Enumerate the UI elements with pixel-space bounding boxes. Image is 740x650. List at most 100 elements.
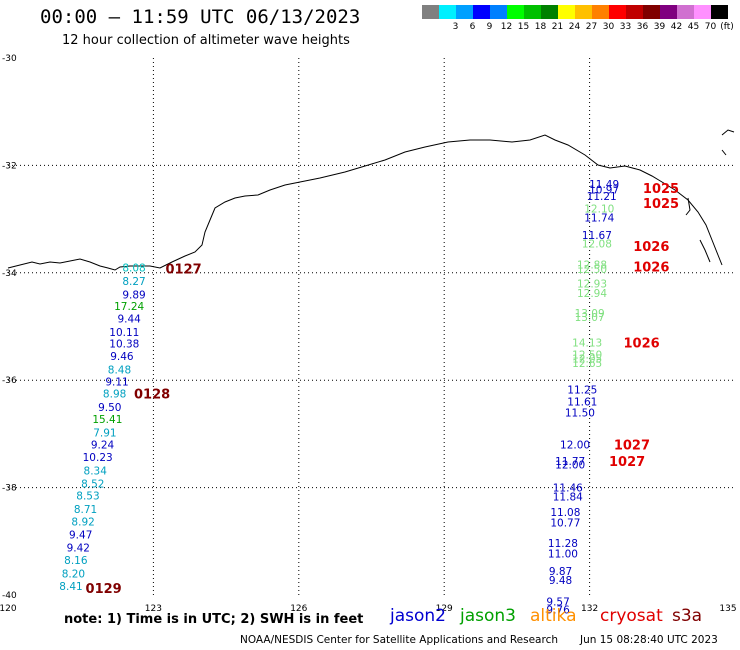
wave-height-value: 11.28 [548, 538, 578, 550]
pass-time-label: 0127 [166, 263, 202, 278]
footer-credit: NOAA/NESDIS Center for Satellite Applica… [240, 634, 558, 646]
wave-height-value: 11.77 [555, 456, 585, 468]
coastline [7, 134, 723, 271]
pass-time-label: 1025 [643, 197, 679, 212]
wave-height-value: 11.49 [589, 179, 619, 191]
legend-swatch [575, 5, 592, 19]
satellite-name: jason2 [390, 606, 446, 626]
pass-time-label: 0128 [134, 388, 170, 403]
wave-height-value: 11.61 [567, 397, 597, 409]
legend-swatch [609, 5, 626, 19]
wave-height-value: 13.07 [575, 312, 605, 324]
wave-height-value: 9.76 [546, 604, 570, 616]
wave-height-value: 12.10 [584, 203, 614, 215]
wave-height-value: 13.09 [575, 308, 605, 320]
wave-height-value: 12.88 [577, 260, 607, 272]
legend-swatch [507, 5, 524, 19]
wave-height-value: 12.00 [560, 440, 590, 452]
lon-tick-label: 123 [145, 604, 162, 614]
graticule [8, 58, 735, 595]
wave-height-value: 11.67 [582, 230, 612, 242]
wave-height-value: 8.20 [62, 569, 85, 581]
wave-height-value: 10.38 [109, 339, 139, 351]
wave-height-value: 12.94 [577, 288, 607, 300]
lon-tick-label: 129 [436, 604, 453, 614]
legend-swatch [456, 5, 473, 19]
legend-swatch [439, 5, 456, 19]
wave-height-value: 11.00 [548, 549, 578, 561]
legend-swatch [677, 5, 694, 19]
wave-height-value: 15.41 [92, 414, 122, 426]
wave-height-value: 8.52 [81, 478, 104, 490]
wave-height-value: 11.25 [567, 384, 597, 396]
satellite-name: s3a [672, 606, 703, 626]
wave-height-value: 8.53 [76, 491, 99, 503]
legend-swatch [643, 5, 660, 19]
legend-swatch [541, 5, 558, 19]
legend-swatch [660, 5, 677, 19]
island-coast [685, 129, 735, 263]
lat-tick-label: -34 [2, 269, 17, 279]
legend-swatch [473, 5, 490, 19]
wave-height-value: 12.00 [555, 460, 585, 472]
satellite-name: altika [530, 606, 577, 626]
wave-height-value: 9.44 [117, 313, 141, 325]
lon-tick-label: 135 [719, 604, 736, 614]
wave-height-value: 9.48 [549, 575, 572, 587]
legend-label: 6 [469, 22, 476, 32]
lat-tick-label: -30 [2, 54, 17, 64]
wave-height-value: 12.65 [572, 358, 602, 370]
pass-time-label: 1025 [643, 182, 679, 197]
track-labels: 8.088.279.8917.249.4410.1110.389.468.489… [59, 179, 619, 616]
legend-label: 27 [585, 22, 598, 32]
legend-label: 21 [551, 22, 564, 32]
wave-height-value: 9.46 [110, 351, 134, 363]
wave-height-value: 9.11 [105, 376, 128, 388]
legend-swatch [626, 5, 643, 19]
legend-label: 36 [636, 22, 649, 32]
lon-tick-label: 120 [0, 604, 17, 614]
axis-ticks: -30 -32 -34 -36 -38 -40 120 123 126 129 132 135 [0, 54, 737, 614]
pass-time-label: 1026 [633, 260, 669, 275]
footer-timestamp: Jun 15 08:28:40 UTC 2023 [580, 634, 718, 646]
wave-height-value: 12.05 [572, 354, 602, 366]
map-subtitle: 12 hour collection of altimeter wave hei… [62, 33, 350, 48]
wave-height-value: 8.98 [103, 389, 126, 401]
pass-time-label: 0129 [86, 582, 122, 597]
legend-label: 30 [602, 22, 615, 32]
wave-height-value: 8.08 [122, 262, 145, 274]
wave-height-value: 11.46 [553, 483, 583, 495]
legend-label: 39 [653, 22, 666, 32]
legend-swatch [711, 5, 728, 19]
legend-label: 33 [619, 22, 632, 32]
wave-height-value: 10.11 [109, 327, 139, 339]
wave-height-value: 8.16 [64, 555, 88, 567]
wave-height-value: 14.13 [572, 338, 602, 350]
legend-swatch [490, 5, 507, 19]
wave-height-value: 8.71 [74, 504, 97, 516]
legend-label: 45 [687, 22, 700, 32]
legend-label: 12 [500, 22, 513, 32]
wave-height-value: 11.74 [584, 212, 614, 224]
wave-height-value: 11.08 [550, 507, 580, 519]
wave-height-value: 8.48 [108, 364, 131, 376]
wave-height-value: 12.50 [572, 349, 602, 361]
lon-tick-label: 126 [290, 604, 307, 614]
legend-unit: (ft) [720, 22, 734, 32]
wave-height-value: 9.57 [546, 596, 569, 608]
legend-label: 70 [704, 22, 717, 32]
lat-tick-label: -38 [2, 484, 17, 494]
legend-swatch [558, 5, 575, 19]
legend-swatch [592, 5, 609, 19]
map-title: 00:00 — 11:59 UTC 06/13/2023 [40, 6, 361, 28]
wave-height-value: 12.93 [577, 279, 607, 291]
wave-height-value: 11.50 [565, 407, 595, 419]
wave-height-value: 9.24 [91, 440, 115, 452]
legend-swatch [524, 5, 541, 19]
pass-time-label: 1027 [609, 455, 645, 470]
wave-height-value: 11.84 [553, 492, 583, 504]
lat-tick-label: -32 [2, 161, 17, 171]
satellite-name: jason3 [460, 606, 516, 626]
wave-height-value: 10.23 [83, 452, 113, 464]
